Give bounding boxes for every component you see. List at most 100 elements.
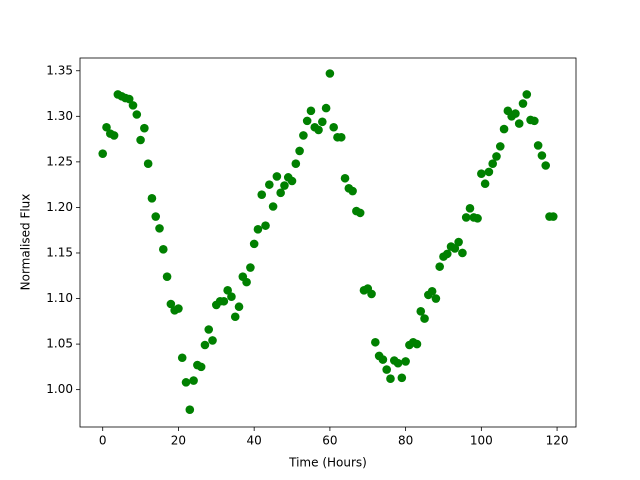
data-point [530, 116, 539, 126]
x-tick-label: 100 [470, 434, 493, 448]
data-point [174, 304, 183, 313]
data-point [261, 221, 270, 230]
x-tick-label: 80 [398, 434, 413, 448]
data-point [458, 248, 467, 258]
data-point [477, 169, 486, 179]
data-point [442, 249, 452, 259]
data-point [465, 204, 475, 213]
data-point [484, 167, 494, 177]
data-point [166, 299, 176, 309]
data-point [495, 142, 505, 151]
data-point [450, 244, 460, 253]
data-point [371, 337, 380, 347]
data-point [382, 365, 391, 374]
data-point [488, 159, 498, 168]
data-point [378, 355, 388, 364]
data-point [533, 141, 543, 150]
data-point [162, 272, 172, 281]
data-point [98, 149, 108, 158]
data-point [143, 159, 153, 168]
y-tick-label: 1.05 [46, 337, 73, 351]
data-point [431, 294, 441, 303]
plot-frame [79, 57, 577, 428]
data-point [537, 151, 547, 160]
data-point [128, 101, 138, 110]
x-tick-label: 40 [247, 434, 262, 448]
data-point [242, 277, 251, 287]
data-point [185, 405, 195, 414]
data-point [518, 99, 528, 108]
data-point [272, 172, 282, 181]
data-point [257, 190, 267, 199]
data-point [155, 224, 164, 233]
data-point [427, 286, 437, 296]
data-point [473, 214, 482, 223]
x-tick-label: 20 [171, 434, 186, 448]
data-point [541, 161, 551, 170]
y-tick-label: 1.10 [46, 291, 73, 305]
data-point [295, 146, 304, 156]
y-tick-label: 1.35 [46, 63, 73, 77]
y-tick-label: 1.00 [46, 382, 73, 396]
data-point [461, 213, 471, 222]
data-point [208, 336, 217, 345]
data-point [124, 94, 134, 104]
data-point [306, 106, 316, 116]
data-point [435, 262, 444, 271]
data-point [420, 314, 429, 323]
data-point [189, 376, 198, 385]
data-point [314, 125, 323, 135]
data-point [492, 152, 501, 161]
data-point [158, 245, 168, 254]
data-point [514, 119, 524, 128]
data-point [522, 90, 532, 99]
data-point [325, 69, 335, 78]
data-point [340, 173, 350, 183]
y-tick-label: 1.20 [46, 200, 73, 214]
data-point [249, 239, 259, 249]
data-point [268, 202, 278, 211]
y-tick-label: 1.15 [46, 245, 73, 259]
data-point [412, 339, 422, 349]
data-point [329, 122, 338, 132]
data-point [109, 131, 119, 140]
data-point [253, 224, 263, 234]
data-point [177, 353, 187, 363]
data-point [132, 110, 142, 119]
data-point [102, 122, 111, 132]
data-point [230, 312, 240, 322]
data-point [227, 292, 236, 302]
data-point [291, 159, 301, 168]
data-point [219, 296, 229, 306]
data-point [386, 374, 395, 384]
data-point [204, 325, 214, 334]
data-point [276, 188, 285, 198]
data-point [397, 373, 407, 383]
data-point [393, 358, 403, 368]
data-point [416, 306, 426, 316]
data-point [196, 362, 206, 372]
data-point [302, 116, 312, 126]
data-point [265, 180, 274, 189]
data-point [223, 286, 232, 295]
data-point [287, 176, 297, 186]
data-point [181, 378, 191, 387]
x-tick-label: 0 [99, 434, 107, 448]
data-point [318, 117, 327, 127]
data-point [355, 208, 365, 218]
x-tick-label: 60 [322, 434, 337, 448]
data-point [336, 132, 346, 142]
y-axis-label: Normalised Flux [19, 194, 33, 291]
y-tick-label: 1.25 [46, 154, 73, 168]
data-point [480, 179, 490, 189]
y-tick-label: 1.30 [46, 109, 73, 123]
data-point [548, 212, 558, 221]
data-point [454, 237, 463, 247]
data-point [511, 109, 520, 118]
data-point [280, 181, 289, 190]
data-point [348, 186, 357, 196]
data-point [136, 135, 145, 145]
